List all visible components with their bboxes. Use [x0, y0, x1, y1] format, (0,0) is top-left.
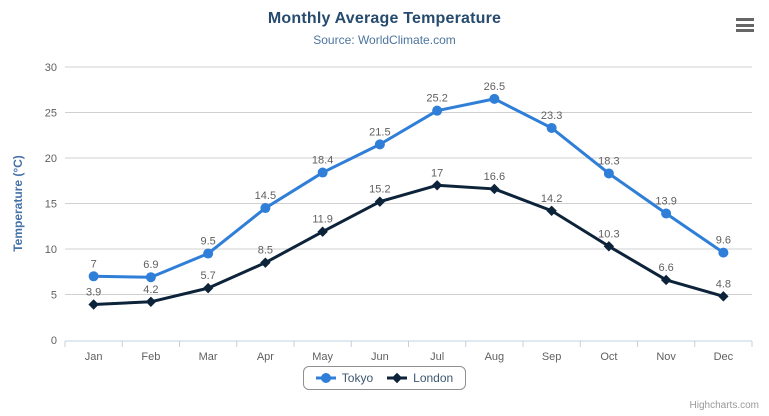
x-tick-label-apr: Apr: [257, 351, 274, 363]
data-label-tokyo-aug: 26.5: [484, 81, 505, 93]
x-tick-label-oct: Oct: [600, 351, 617, 363]
data-label-london-oct: 10.3: [598, 228, 619, 240]
data-label-tokyo-nov: 13.9: [655, 196, 676, 208]
point-london-sep[interactable]: [546, 205, 557, 216]
point-london-dec[interactable]: [718, 291, 729, 302]
point-tokyo-sep[interactable]: [546, 122, 557, 133]
x-axis-labels: Jan Feb Mar Apr May Jun Jul Aug Sep Oct Nov Dec: [85, 351, 734, 363]
x-tick-label-may: May: [312, 351, 333, 363]
legend-marker-tokyo: [315, 373, 336, 383]
legend: Tokyo London: [0, 366, 769, 390]
point-tokyo-apr[interactable]: [260, 203, 271, 214]
chart-header: Monthly Average Temperature Source: Worl…: [0, 10, 769, 47]
data-label-london-sep: 14.2: [541, 193, 562, 205]
point-tokyo-dec[interactable]: [718, 247, 729, 258]
data-label-london-jun: 15.2: [369, 184, 390, 196]
data-label-london-aug: 16.6: [484, 171, 505, 183]
legend-box: Tokyo London: [302, 366, 467, 390]
series-line-tokyo: [92, 97, 725, 279]
y-tick-label: 15: [45, 199, 57, 211]
data-label-london-feb: 4.2: [143, 284, 158, 296]
chart-title: Monthly Average Temperature: [267, 10, 502, 27]
point-tokyo-mar[interactable]: [203, 248, 214, 259]
point-london-aug[interactable]: [489, 183, 500, 195]
x-axis-ticks: [64, 341, 753, 347]
point-london-jun[interactable]: [374, 196, 386, 207]
point-london-oct[interactable]: [603, 241, 615, 252]
point-london-apr[interactable]: [260, 257, 271, 268]
x-tick-label-aug: Aug: [485, 351, 505, 363]
y-tick-label: 10: [45, 244, 57, 256]
point-tokyo-jun[interactable]: [374, 139, 385, 150]
hamburger-menu-icon: [736, 18, 754, 21]
series-tokyo: 7 6.9 9.5 14.5 18.4 21.5 25.2 26.5 23.3 18.3 13.9 9…: [88, 81, 731, 283]
point-tokyo-feb[interactable]: [145, 272, 156, 283]
point-tokyo-may[interactable]: [317, 167, 328, 178]
data-label-london-jan: 3.9: [86, 287, 101, 299]
data-label-london-dec: 4.8: [716, 278, 731, 290]
series-line-london: [92, 183, 725, 307]
data-label-tokyo-sep: 23.3: [541, 110, 562, 122]
point-london-mar[interactable]: [202, 282, 214, 294]
point-london-feb[interactable]: [145, 296, 157, 307]
x-tick-label-jun: Jun: [371, 351, 389, 363]
legend-item-tokyo[interactable]: Tokyo: [315, 371, 374, 385]
point-london-may[interactable]: [317, 226, 328, 237]
data-label-tokyo-dec: 9.6: [716, 235, 731, 247]
point-london-nov[interactable]: [660, 274, 672, 286]
point-london-jul[interactable]: [431, 180, 443, 191]
y-tick-label: 30: [45, 62, 57, 74]
highcharts-credit-link[interactable]: Highcharts.com: [689, 400, 759, 411]
legend-marker-london: [387, 372, 408, 384]
point-tokyo-aug[interactable]: [489, 93, 500, 104]
y-tick-label: 0: [51, 335, 57, 347]
point-london-jan[interactable]: [88, 299, 99, 310]
data-label-tokyo-jul: 25.2: [426, 93, 447, 105]
x-tick-label-feb: Feb: [141, 351, 160, 363]
data-label-london-jul: 17: [431, 167, 443, 179]
x-tick-label-dec: Dec: [714, 351, 734, 363]
data-label-tokyo-may: 18.4: [312, 155, 333, 167]
point-tokyo-nov[interactable]: [661, 208, 672, 219]
chart-subtitle: Source: WorldClimate.com: [313, 33, 456, 47]
data-label-london-nov: 6.6: [658, 262, 673, 274]
legend-label-tokyo: Tokyo: [341, 371, 374, 385]
x-tick-label-jul: Jul: [430, 351, 444, 363]
x-tick-label-sep: Sep: [542, 351, 562, 363]
y-tick-label: 5: [51, 290, 57, 302]
data-label-london-apr: 8.5: [258, 245, 273, 257]
data-label-london-mar: 5.7: [200, 270, 215, 282]
y-axis-title: Temperature (°C): [11, 155, 25, 252]
data-label-tokyo-jun: 21.5: [369, 126, 390, 138]
data-label-tokyo-apr: 14.5: [255, 190, 276, 202]
y-axis-labels: 0 5 10 15 20 25 30: [45, 62, 57, 347]
legend-item-london[interactable]: London: [387, 371, 453, 385]
series-london: 3.9 4.2 5.7 8.5 11.9 15.2 17 16.6 14.2 10.3 6.6 4.8: [86, 167, 731, 310]
data-label-tokyo-feb: 6.9: [143, 259, 158, 271]
y-tick-label: 20: [45, 153, 57, 165]
data-label-tokyo-mar: 9.5: [200, 236, 215, 248]
x-tick-label-jan: Jan: [85, 351, 103, 363]
x-tick-label-nov: Nov: [656, 351, 676, 363]
context-menu-button[interactable]: [733, 14, 757, 36]
legend-label-london: London: [413, 371, 454, 385]
point-tokyo-oct[interactable]: [603, 168, 614, 179]
point-tokyo-jul[interactable]: [432, 105, 443, 116]
data-label-london-may: 11.9: [312, 214, 333, 226]
data-label-tokyo-jan: 7: [91, 258, 97, 270]
y-gridlines: [65, 66, 752, 295]
point-tokyo-jan[interactable]: [88, 271, 99, 282]
data-label-tokyo-oct: 18.3: [598, 155, 619, 167]
x-tick-label-mar: Mar: [199, 351, 218, 363]
y-tick-label: 25: [45, 108, 57, 120]
